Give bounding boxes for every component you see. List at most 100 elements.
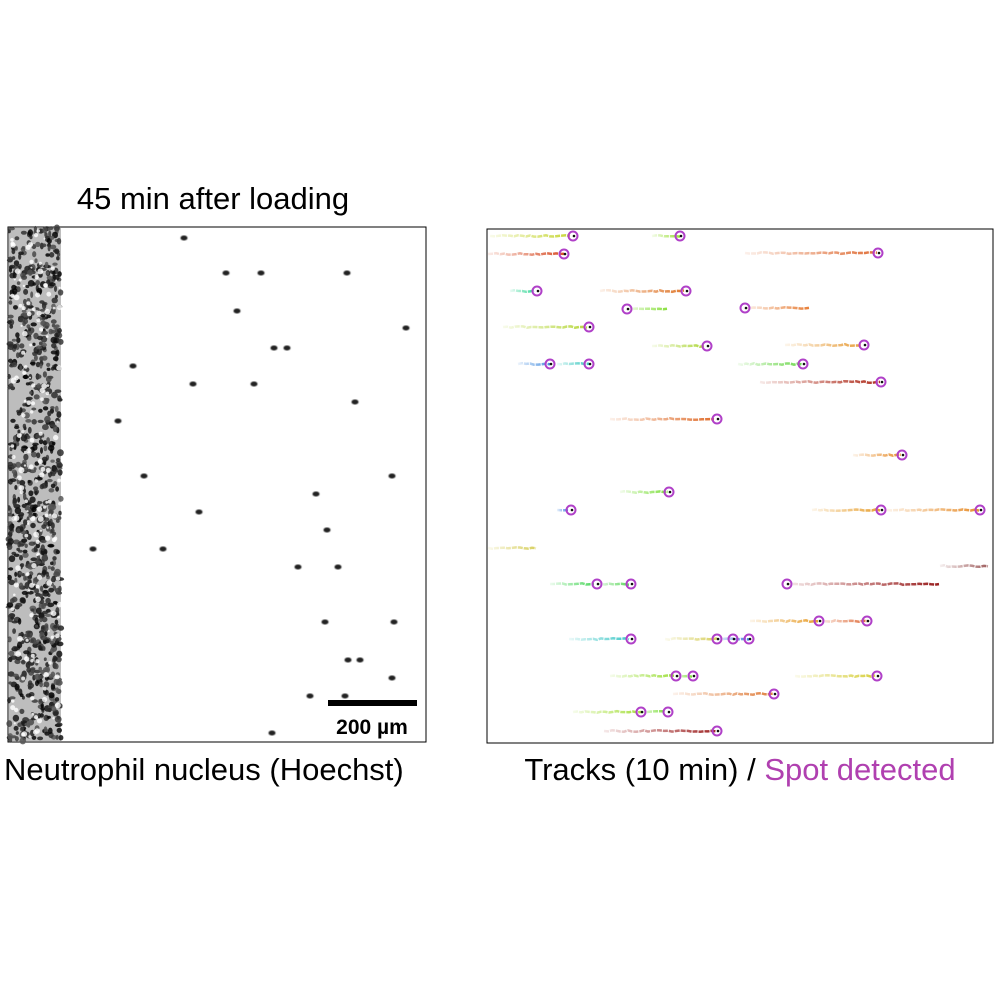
spot-center bbox=[979, 508, 983, 512]
cell-track bbox=[786, 582, 940, 587]
nucleus bbox=[31, 451, 37, 458]
spot-center bbox=[877, 251, 881, 255]
nucleus bbox=[10, 418, 16, 423]
nucleus bbox=[250, 381, 258, 387]
nucleus bbox=[10, 614, 15, 618]
gap bbox=[45, 335, 49, 338]
gap bbox=[31, 712, 35, 716]
gap bbox=[43, 505, 47, 509]
gap bbox=[55, 279, 58, 282]
nucleus bbox=[11, 361, 18, 368]
gap bbox=[51, 610, 57, 617]
cell-track bbox=[886, 508, 980, 512]
nucleus bbox=[50, 459, 55, 463]
nucleus bbox=[8, 512, 12, 517]
gap bbox=[37, 574, 42, 580]
nucleus bbox=[19, 543, 25, 547]
cell-track bbox=[487, 251, 565, 256]
nucleus bbox=[48, 727, 53, 734]
spot-marker bbox=[583, 358, 595, 370]
nucleus bbox=[54, 405, 59, 413]
nucleus bbox=[159, 546, 167, 552]
nucleus bbox=[9, 264, 16, 269]
nucleus bbox=[10, 655, 18, 660]
nucleus bbox=[22, 403, 27, 407]
nucleus bbox=[306, 693, 314, 699]
nucleus bbox=[26, 667, 32, 673]
cell-track bbox=[619, 490, 669, 495]
nucleus bbox=[8, 555, 16, 563]
nucleus bbox=[39, 363, 43, 369]
nucleus bbox=[55, 687, 59, 694]
nucleus bbox=[23, 493, 27, 501]
nucleus bbox=[43, 726, 48, 734]
nucleus bbox=[30, 667, 36, 671]
nucleus bbox=[50, 350, 58, 355]
spot-marker bbox=[625, 578, 637, 590]
spot-center bbox=[863, 343, 867, 347]
nucleus bbox=[28, 490, 34, 497]
cell-track bbox=[603, 728, 717, 733]
gap bbox=[49, 513, 52, 516]
nucleus bbox=[57, 395, 62, 402]
nucleus bbox=[25, 284, 30, 289]
nucleus bbox=[334, 564, 342, 570]
nucleus bbox=[222, 270, 230, 276]
nucleus bbox=[19, 597, 25, 603]
gap bbox=[23, 365, 28, 369]
nucleus bbox=[44, 689, 49, 696]
spot-center bbox=[748, 637, 752, 641]
nucleus bbox=[40, 544, 45, 551]
gap bbox=[23, 464, 27, 467]
nucleus bbox=[12, 288, 18, 295]
nucleus bbox=[52, 274, 60, 281]
nucleus bbox=[51, 441, 56, 446]
nucleus bbox=[402, 325, 410, 331]
spot-center bbox=[818, 619, 822, 623]
nucleus bbox=[28, 541, 36, 546]
gap bbox=[21, 676, 26, 681]
spot-marker bbox=[680, 285, 692, 297]
nucleus bbox=[21, 573, 25, 577]
nucleus bbox=[53, 326, 57, 330]
nucleus bbox=[8, 567, 14, 571]
nucleus bbox=[17, 429, 21, 434]
nucleus bbox=[14, 236, 20, 241]
nucleus bbox=[23, 575, 27, 581]
spot-marker bbox=[768, 688, 780, 700]
gap bbox=[27, 589, 31, 592]
nucleus bbox=[26, 336, 32, 341]
nucleus bbox=[323, 527, 331, 533]
nucleus bbox=[7, 461, 13, 467]
gap bbox=[18, 303, 23, 308]
nucleus bbox=[388, 675, 396, 681]
nucleus bbox=[29, 605, 37, 611]
gap bbox=[40, 466, 46, 472]
nucleus bbox=[22, 539, 26, 543]
nucleus bbox=[29, 361, 36, 365]
gap bbox=[25, 656, 28, 659]
nucleus bbox=[50, 705, 57, 712]
nucleus bbox=[11, 338, 17, 342]
nucleus bbox=[14, 683, 20, 691]
nucleus bbox=[7, 386, 11, 390]
gap bbox=[53, 434, 59, 441]
spot-marker bbox=[674, 230, 686, 242]
gap bbox=[29, 437, 35, 443]
gap bbox=[47, 630, 50, 632]
nucleus bbox=[7, 538, 14, 545]
cell-track bbox=[550, 582, 595, 586]
gap bbox=[55, 576, 61, 581]
nucleus bbox=[17, 618, 22, 625]
nucleus bbox=[20, 230, 27, 235]
gap bbox=[29, 613, 34, 618]
nucleus bbox=[55, 518, 60, 523]
nucleus bbox=[10, 478, 17, 483]
nucleus bbox=[35, 624, 39, 628]
spot-marker bbox=[621, 303, 633, 315]
gap bbox=[14, 268, 21, 275]
gap bbox=[53, 536, 58, 541]
nucleus bbox=[13, 305, 18, 310]
nucleus bbox=[11, 620, 19, 624]
spot-marker bbox=[591, 578, 603, 590]
